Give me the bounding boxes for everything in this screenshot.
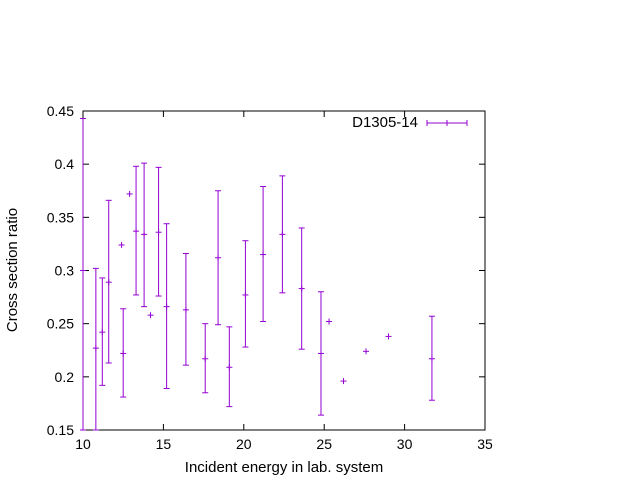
data-point xyxy=(326,318,333,325)
data-point xyxy=(363,348,370,355)
x-tick-label: 30 xyxy=(397,436,413,452)
data-point xyxy=(226,326,233,408)
y-axis-label: Cross section ratio xyxy=(4,208,21,332)
y-tick-label: 0.45 xyxy=(47,103,74,119)
data-point xyxy=(182,252,189,366)
data-point xyxy=(340,378,347,385)
plot-frame xyxy=(82,110,486,431)
data-point xyxy=(317,291,324,416)
y-tick-label: 0.15 xyxy=(47,422,74,438)
y-tick-label: 0.4 xyxy=(55,156,75,172)
legend-sample xyxy=(426,120,468,126)
data-point xyxy=(118,241,125,248)
data-point xyxy=(99,277,106,386)
data-point xyxy=(105,199,112,364)
x-tick-label: 20 xyxy=(236,436,252,452)
data-point xyxy=(202,323,209,394)
data-point xyxy=(80,117,86,431)
data-point xyxy=(298,227,305,350)
x-tick-label: 15 xyxy=(156,436,172,452)
y-tick-label: 0.25 xyxy=(47,316,74,332)
y-tick-label: 0.2 xyxy=(55,369,75,385)
data-point xyxy=(155,166,162,297)
x-tick-label: 10 xyxy=(75,436,91,452)
data-point xyxy=(120,308,127,398)
data-point xyxy=(126,190,133,197)
y-tick-label: 0.35 xyxy=(47,209,74,225)
data-point xyxy=(147,312,154,319)
data-point xyxy=(260,185,267,323)
data-point xyxy=(428,315,435,401)
y-tick-label: 0.3 xyxy=(55,263,75,279)
data-point xyxy=(279,175,286,294)
tick-labels: 10 15 20 25 30 35 0.15 0.2 0.25 0.3 0.35 0.4 0.45 xyxy=(47,103,493,452)
data-point xyxy=(133,165,140,296)
data-point xyxy=(141,162,148,308)
x-axis-label: Incident energy in lab. system xyxy=(185,459,383,476)
x-tick-label: 35 xyxy=(477,436,493,452)
data-point xyxy=(92,267,99,431)
data-point xyxy=(163,223,170,390)
axis-ticks xyxy=(82,110,486,431)
data-point xyxy=(385,333,392,340)
legend: D1305-14 xyxy=(352,114,468,131)
x-tick-label: 25 xyxy=(316,436,332,452)
data-point xyxy=(215,190,222,326)
legend-label: D1305-14 xyxy=(352,114,418,131)
data-point xyxy=(242,240,249,348)
series-layer xyxy=(80,117,435,431)
